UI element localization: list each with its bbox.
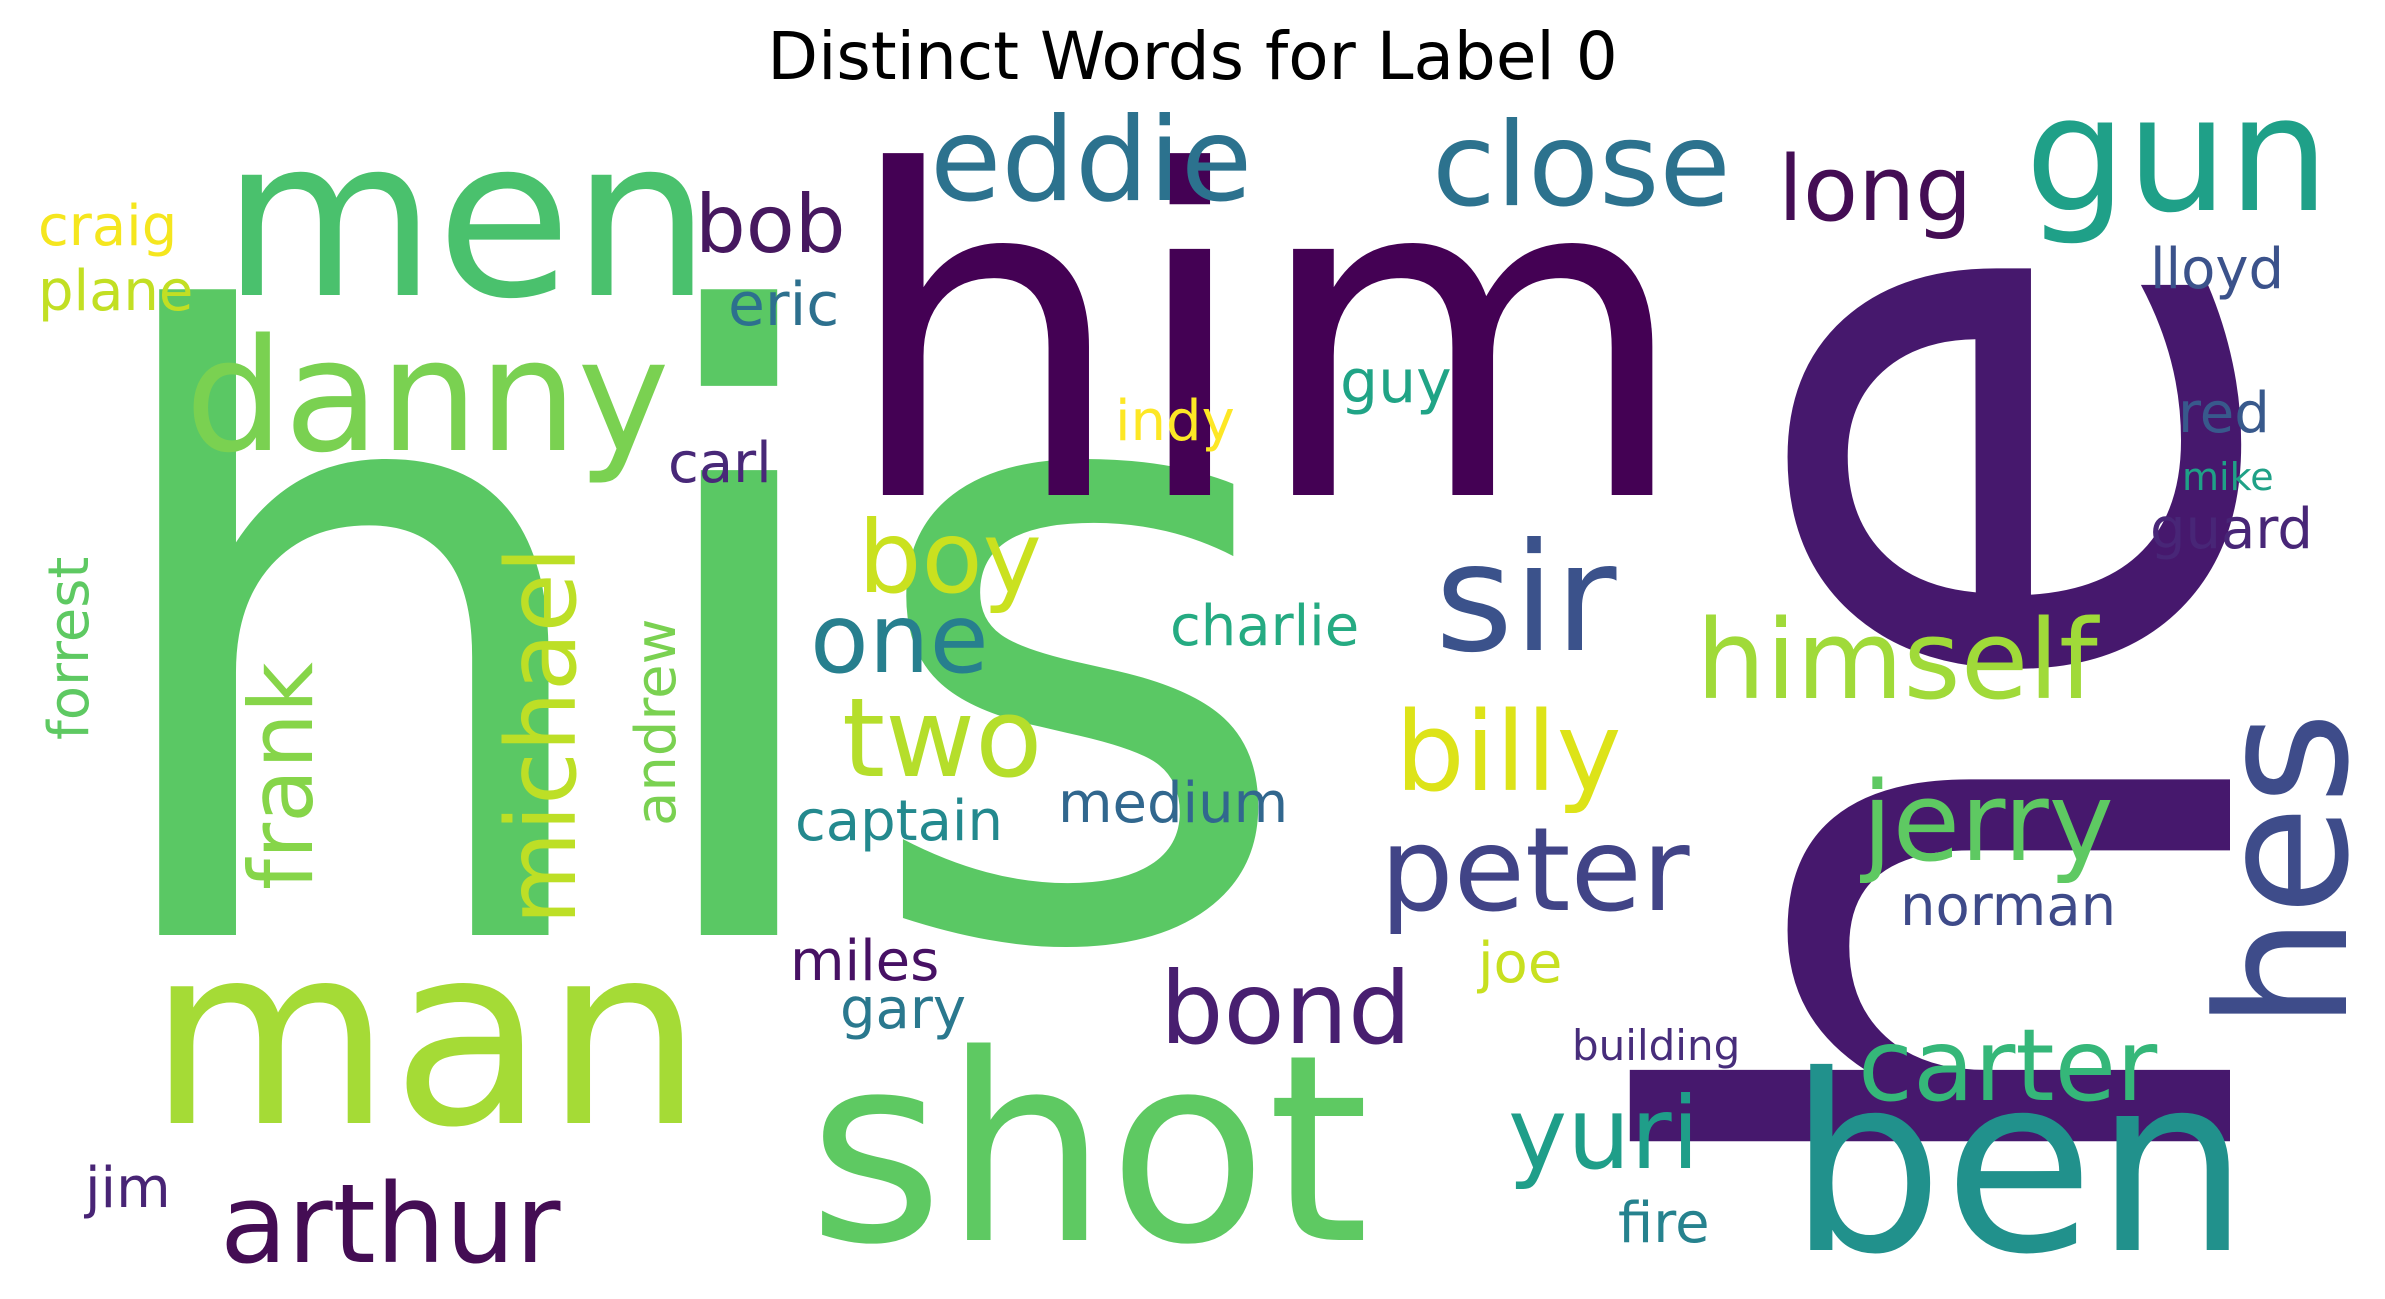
word-red: red: [2178, 381, 2270, 446]
word-michael: michael: [486, 547, 598, 925]
word-sir: sir: [1435, 512, 1617, 686]
word-charlie: charlie: [1170, 594, 1359, 659]
word-bond: bond: [1160, 950, 1412, 1067]
word-gary: gary: [840, 977, 966, 1042]
word-himself: himself: [1696, 596, 2100, 724]
word-two: two: [842, 674, 1042, 802]
word-building: building: [1572, 1021, 1740, 1070]
word-one: one: [810, 583, 989, 695]
word-danny: danny: [185, 305, 670, 487]
word-eddie: eddie: [930, 93, 1252, 228]
word-peter: peter: [1380, 803, 1690, 938]
word-ben: ben: [1788, 1023, 2250, 1299]
word-guy: guy: [1340, 347, 1452, 417]
word-medium: medium: [1058, 771, 1288, 836]
word-he: he: [1498, 226, 2385, 1213]
word-gun: gun: [2025, 61, 2329, 248]
word-shot: shot: [808, 1000, 1369, 1299]
word-men: men: [222, 91, 711, 347]
word-frank: frank: [230, 662, 333, 890]
word-him: him: [842, 78, 1691, 602]
word-jim: jim: [83, 1156, 171, 1221]
word-boy: boy: [858, 499, 1042, 616]
word-guard: guard: [2150, 497, 2313, 562]
word-craig: craig: [38, 194, 177, 259]
word-indy: indy: [1115, 389, 1235, 454]
word-jerry: jerry: [1860, 758, 2114, 886]
word-eric: eric: [728, 270, 839, 340]
word-man: man: [148, 891, 703, 1182]
word-andrew: andrew: [624, 619, 689, 826]
word-norman: norman: [1900, 874, 2116, 939]
word-fire: fire: [1618, 1191, 1710, 1256]
word-miles: miles: [790, 929, 939, 994]
word-plane: plane: [38, 259, 193, 324]
word-his: his: [82, 147, 1300, 1136]
word-bob: bob: [695, 178, 846, 271]
word-forrest: forrest: [37, 557, 102, 740]
word-carter: carter: [1858, 1007, 2158, 1124]
word-yuri: yuri: [1508, 1075, 1699, 1192]
word-billy: billy: [1395, 688, 1622, 816]
word-close: close: [1432, 98, 1731, 233]
word-carl: carl: [668, 431, 772, 496]
word-long: long: [1778, 137, 1972, 242]
word-mike: mike: [2182, 455, 2274, 499]
word-joe: joe: [1476, 931, 1562, 996]
chart-title: Distinct Words for Label 0: [767, 18, 1618, 95]
word-lloyd: lloyd: [2150, 237, 2284, 302]
word-captain: captain: [795, 789, 1003, 854]
word-arthur: arthur: [220, 1160, 561, 1288]
word-hes: hes: [2180, 711, 2385, 1030]
